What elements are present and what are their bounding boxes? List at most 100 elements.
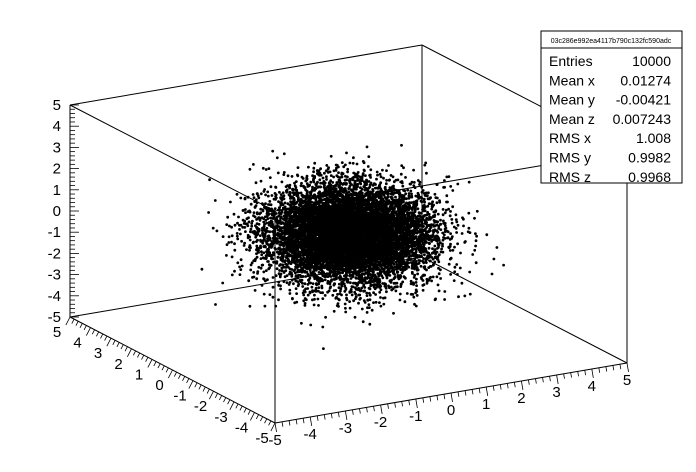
scatter-point: [248, 167, 252, 171]
scatter-point: [313, 272, 316, 275]
scatter-point: [445, 194, 449, 198]
scatter-point: [449, 273, 452, 276]
scatter-point: [311, 282, 315, 285]
scatter-point: [319, 167, 322, 171]
scatter-point: [398, 292, 402, 296]
scatter-point: [365, 294, 369, 297]
scatter-point: [345, 178, 348, 182]
scatter-point: [304, 275, 308, 278]
scatter-point: [378, 301, 381, 304]
scatter-point: [439, 268, 442, 272]
scatter-point: [228, 224, 231, 228]
scatter-point: [450, 221, 454, 225]
scatter-point: [372, 291, 375, 295]
scatter-point: [454, 213, 458, 217]
scatter-point: [492, 257, 496, 261]
scatter-point: [409, 189, 413, 193]
scatter-point: [287, 211, 290, 215]
scatter-point: [313, 293, 316, 297]
scatter-point: [385, 178, 388, 182]
scatter-point: [414, 236, 418, 240]
scatter-point: [388, 186, 392, 190]
scatter-point: [295, 292, 298, 295]
scatter-point: [412, 283, 415, 286]
scatter-point: [410, 192, 413, 196]
scatter-point: [420, 185, 424, 189]
scatter-point: [346, 167, 350, 171]
scatter-point: [415, 277, 418, 281]
scatter-point: [345, 293, 348, 297]
scatter-point: [362, 168, 366, 172]
scatter-point: [428, 259, 432, 263]
scatter-point: [454, 218, 458, 222]
scatter-point: [320, 286, 324, 290]
scatter-point: [339, 289, 342, 293]
scatter-point: [349, 288, 353, 291]
scatter-point: [373, 186, 377, 190]
scatter-point: [257, 196, 261, 200]
scatter-point: [351, 161, 355, 165]
scatter-point: [332, 175, 335, 179]
scatter-point: [311, 298, 314, 302]
scatter-point: [427, 202, 431, 206]
scatter-point: [416, 207, 420, 211]
scatter-point: [361, 320, 365, 324]
scatter-point: [262, 220, 266, 224]
scatter-point: [260, 284, 264, 287]
scatter-point: [326, 167, 330, 171]
scatter-point: [348, 306, 352, 310]
scatter-point: [324, 169, 328, 173]
scatter-point: [420, 190, 424, 194]
scatter-point: [253, 205, 257, 209]
scatter-point: [376, 173, 379, 177]
scatter-point: [400, 143, 403, 147]
scatter-point: [412, 200, 415, 204]
scatter-point: [360, 193, 364, 197]
scatter-point: [431, 247, 434, 251]
scatter-point: [227, 235, 231, 239]
scatter-point: [427, 246, 431, 250]
scatter-point: [442, 219, 445, 223]
scatter-point: [233, 269, 236, 273]
scatter-point: [413, 273, 417, 277]
scatter-point: [379, 288, 383, 292]
scatter-point: [264, 193, 267, 197]
scatter-point: [249, 263, 253, 267]
scatter-point: [263, 188, 266, 191]
scatter-point: [437, 272, 441, 276]
scatter-point: [313, 161, 317, 165]
scatter-point: [388, 274, 392, 277]
scatter-point: [246, 236, 250, 240]
scatter-point: [225, 254, 228, 257]
scatter-point: [471, 253, 475, 256]
scatter-point: [241, 209, 245, 212]
scatter-point: [239, 268, 243, 271]
scatter-point: [233, 248, 237, 252]
scatter-point: [292, 282, 295, 286]
scatter-point: [245, 217, 249, 221]
scatter-point: [279, 287, 282, 291]
scatter-point: [382, 302, 386, 306]
scatter-point: [323, 278, 327, 282]
scatter-point: [455, 220, 459, 224]
scatter-point: [385, 290, 388, 294]
scatter-point: [390, 186, 394, 190]
scatter-point: [485, 233, 489, 237]
scatter-point: [225, 243, 229, 247]
scatter-point: [263, 304, 267, 308]
scatter-point: [233, 242, 236, 246]
scatter-point: [447, 262, 451, 266]
scatter-point: [250, 224, 254, 228]
scatter-point: [474, 239, 478, 243]
scatter-point: [311, 185, 314, 189]
scatter-point: [322, 347, 325, 350]
scatter-point: [379, 175, 383, 179]
scatter-point: [310, 200, 314, 204]
scatter-point: [248, 248, 251, 252]
scatter-point: [259, 257, 263, 260]
scatter-point: [286, 174, 290, 178]
scatter-point: [311, 174, 314, 178]
scatter-point: [357, 301, 360, 305]
scatter-point: [412, 168, 415, 172]
